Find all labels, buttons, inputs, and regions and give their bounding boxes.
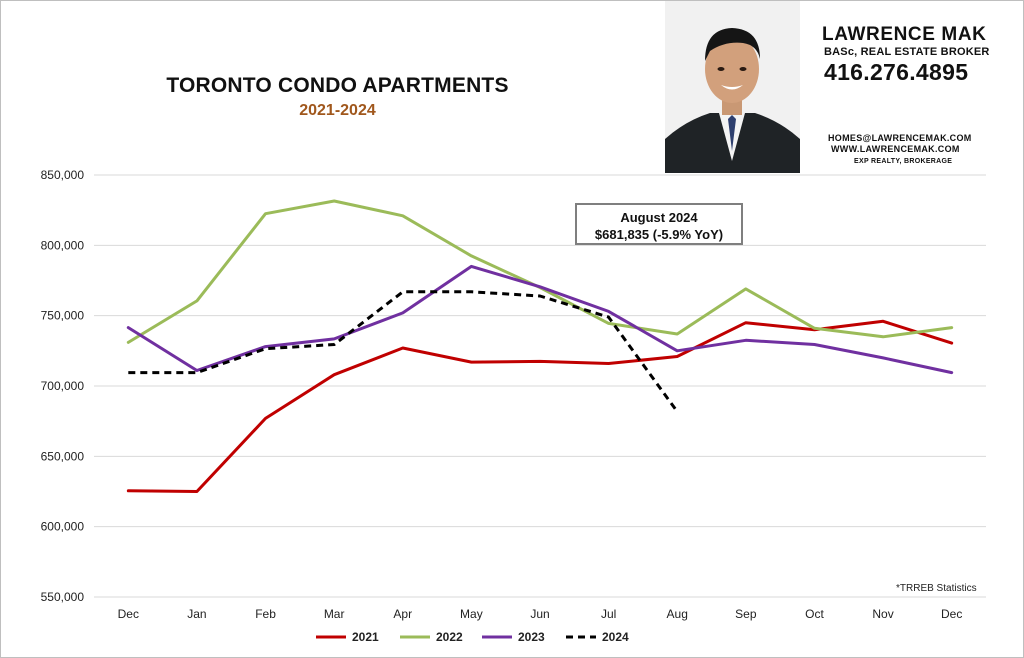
- callout-month: August 2024: [620, 210, 698, 225]
- legend: 2021 2022 2023 2024: [316, 630, 629, 644]
- agent-website[interactable]: WWW.LAWRENCEMAK.COM: [831, 144, 960, 154]
- series-line-2024: [128, 290, 679, 413]
- legend-label-2022: 2022: [436, 630, 463, 644]
- agent-phone[interactable]: 416.276.4895: [824, 59, 969, 85]
- series-line-2023: [126, 264, 954, 375]
- agent-email[interactable]: HOMES@LAWRENCEMAK.COM: [828, 133, 972, 143]
- y-tick-label: 700,000: [41, 379, 85, 393]
- x-tick-label: Dec: [941, 607, 962, 621]
- y-tick-label: 650,000: [41, 449, 85, 463]
- x-tick-label: Dec: [118, 607, 139, 621]
- agent-credentials: BASc, REAL ESTATE BROKER: [824, 46, 990, 58]
- callout-value: $681,835 (-5.9% YoY): [594, 227, 724, 242]
- x-axis-ticks: Dec Jan Feb Mar Apr May Jun Jul Aug Sep Oct Nov Dec: [118, 607, 963, 621]
- legend-label-2023: 2023: [518, 630, 545, 644]
- grid-lines: [94, 174, 986, 598]
- agent-portrait-image: [665, 1, 800, 173]
- x-tick-label: Feb: [255, 607, 276, 621]
- legend-label-2024: 2024: [602, 630, 629, 644]
- x-tick-label: Apr: [393, 607, 412, 621]
- x-tick-label: Jul: [601, 607, 616, 621]
- chart-subtitle: 2021-2024: [299, 102, 376, 119]
- y-tick-label: 600,000: [41, 520, 85, 534]
- y-axis-ticks: 550,000 600,000 650,000 700,000 750,000 800,0…: [41, 168, 85, 604]
- x-tick-label: Nov: [872, 607, 893, 621]
- x-tick-label: Jan: [187, 607, 206, 621]
- x-tick-label: Aug: [667, 607, 688, 621]
- agent-brokerage: EXP REALTY, BROKERAGE: [854, 158, 953, 165]
- y-tick-label: 800,000: [41, 238, 85, 252]
- x-tick-label: Jun: [530, 607, 549, 621]
- y-tick-label: 550,000: [41, 590, 85, 604]
- august-2024-callout: August 2024 $681,835 (-5.9% YoY): [575, 203, 743, 245]
- x-tick-label: Oct: [805, 607, 824, 621]
- x-tick-label: May: [460, 607, 483, 621]
- legend-label-2021: 2021: [352, 630, 379, 644]
- x-tick-label: Mar: [324, 607, 345, 621]
- agent-name: LAWRENCE MAK: [822, 24, 987, 45]
- source-note: *TRREB Statistics: [896, 583, 977, 594]
- agent-photo: [665, 1, 800, 173]
- y-tick-label: 750,000: [41, 309, 85, 323]
- series-lines: [126, 199, 954, 493]
- series-line-2022: [126, 199, 954, 344]
- chart-title: TORONTO CONDO APARTMENTS: [166, 74, 509, 97]
- y-tick-label: 850,000: [41, 168, 85, 182]
- x-tick-label: Sep: [735, 607, 757, 621]
